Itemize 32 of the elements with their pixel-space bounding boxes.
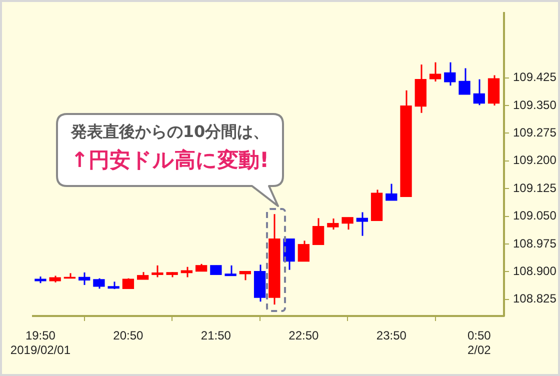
x-tick-label: 20:50 (113, 328, 144, 343)
candlestick (224, 264, 236, 276)
candlestick (458, 67, 470, 96)
candlestick (429, 62, 442, 82)
y-tick-label: 109.125 (513, 180, 557, 195)
candlestick (283, 238, 295, 271)
candlestick (93, 278, 105, 290)
x-tick-label: 23:50 (376, 328, 407, 343)
candlestick (210, 264, 222, 276)
x-tick-label: 21:50 (200, 328, 232, 343)
candlestick (356, 211, 368, 237)
y-tick-label: 109.200 (513, 153, 557, 168)
y-tick-label: 108.900 (513, 264, 557, 278)
x-tick-label: 22:50 (288, 328, 320, 343)
candlestick (386, 183, 398, 202)
candlestick (342, 216, 354, 230)
candlestick (78, 272, 90, 286)
candlestick (152, 264, 164, 278)
candlestick (473, 78, 485, 106)
x-tick-label: 0:50 2/02 (467, 328, 492, 357)
y-tick-label: 108.825 (513, 292, 557, 306)
y-tick-label: 109.425 (513, 70, 557, 84)
y-tick-label: 108.975 (513, 236, 557, 250)
y-tick-label: 109.275 (513, 126, 557, 140)
candlestick (327, 218, 339, 230)
candlestick (444, 62, 456, 86)
annotation: 発表直後からの10分間は、 ↑円安ドル高に変動! (70, 121, 270, 174)
candlestick (298, 240, 310, 262)
y-tick-label: 109.050 (513, 208, 557, 223)
x-tick-label: 19:50 2019/02/01 (10, 328, 71, 357)
y-tick-label: 109.350 (513, 98, 557, 112)
candlestick (312, 217, 324, 246)
